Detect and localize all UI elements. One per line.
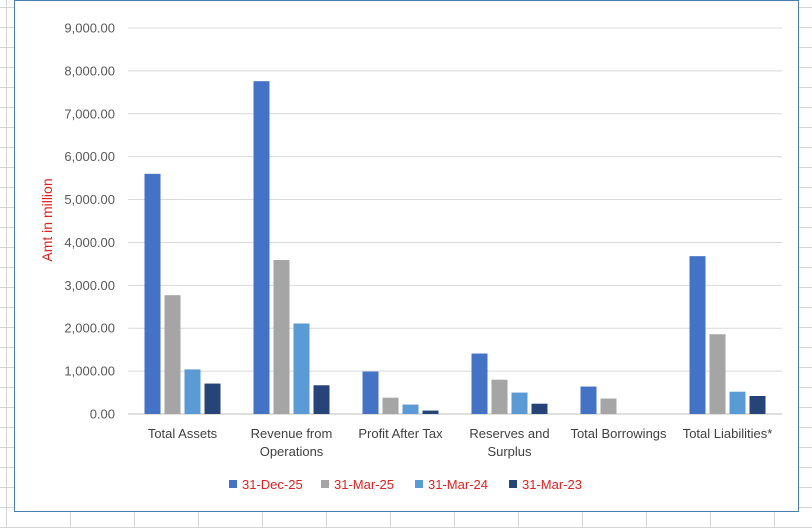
- y-tick-label: 3,000.00: [64, 278, 115, 293]
- legend-label: 31-Mar-24: [428, 477, 488, 492]
- bar: [511, 392, 528, 414]
- y-axis-ticks: 0.00 1,000.00 2,000.00 3,000.00 4,000.00 5,00…: [64, 21, 115, 422]
- legend-swatch: [229, 480, 237, 488]
- bar: [689, 256, 706, 414]
- y-tick-label: 5,000.00: [64, 192, 115, 207]
- x-category-label: Total Liabilities*: [683, 426, 773, 441]
- bar: [362, 371, 379, 414]
- legend-label: 31-Dec-25: [242, 477, 303, 492]
- y-tick-label: 4,000.00: [64, 235, 115, 250]
- y-tick-label: 8,000.00: [64, 63, 115, 78]
- legend-label: 31-Mar-23: [522, 477, 582, 492]
- x-category-label: Total Assets: [148, 426, 218, 441]
- bar: [491, 379, 508, 414]
- legend-swatch: [509, 480, 517, 488]
- x-category-label: Revenue from: [251, 426, 333, 441]
- y-tick-label: 0.00: [90, 407, 115, 422]
- bar: [144, 173, 161, 414]
- legend-label: 31-Mar-25: [334, 477, 394, 492]
- bar: [273, 260, 290, 414]
- y-tick-label: 9,000.00: [64, 21, 115, 36]
- bar: [471, 353, 488, 414]
- x-axis-categories: Total Assets Revenue from Operations Profit…: [148, 426, 772, 459]
- y-tick-label: 7,000.00: [64, 106, 115, 121]
- bar: [600, 398, 617, 414]
- bar: [402, 404, 419, 414]
- x-category-label: Reserves and: [469, 426, 549, 441]
- legend: 31-Dec-25 31-Mar-25 31-Mar-24 31-Mar-23: [229, 477, 582, 492]
- y-tick-label: 2,000.00: [64, 321, 115, 336]
- bar: [164, 295, 181, 414]
- y-tick-label: 1,000.00: [64, 364, 115, 379]
- bar: [531, 403, 548, 414]
- bar: [184, 369, 201, 414]
- bar: [422, 410, 439, 414]
- bar: [749, 395, 766, 414]
- x-category-label: Total Borrowings: [570, 426, 667, 441]
- x-category-label: Operations: [260, 444, 324, 459]
- bar: [293, 323, 310, 414]
- x-category-label: Profit After Tax: [358, 426, 443, 441]
- gridlines: [128, 27, 782, 415]
- bar: [382, 397, 399, 414]
- bar: [580, 386, 597, 414]
- legend-swatch: [321, 480, 329, 488]
- bar: [729, 391, 746, 414]
- bar: [253, 81, 270, 414]
- bar: [709, 334, 726, 414]
- y-axis-label: Amt in million: [39, 178, 55, 261]
- legend-swatch: [415, 480, 423, 488]
- x-category-label: Surplus: [487, 444, 532, 459]
- bar: [313, 385, 330, 414]
- bars: [144, 81, 766, 414]
- y-tick-label: 6,000.00: [64, 149, 115, 164]
- bar: [204, 383, 221, 414]
